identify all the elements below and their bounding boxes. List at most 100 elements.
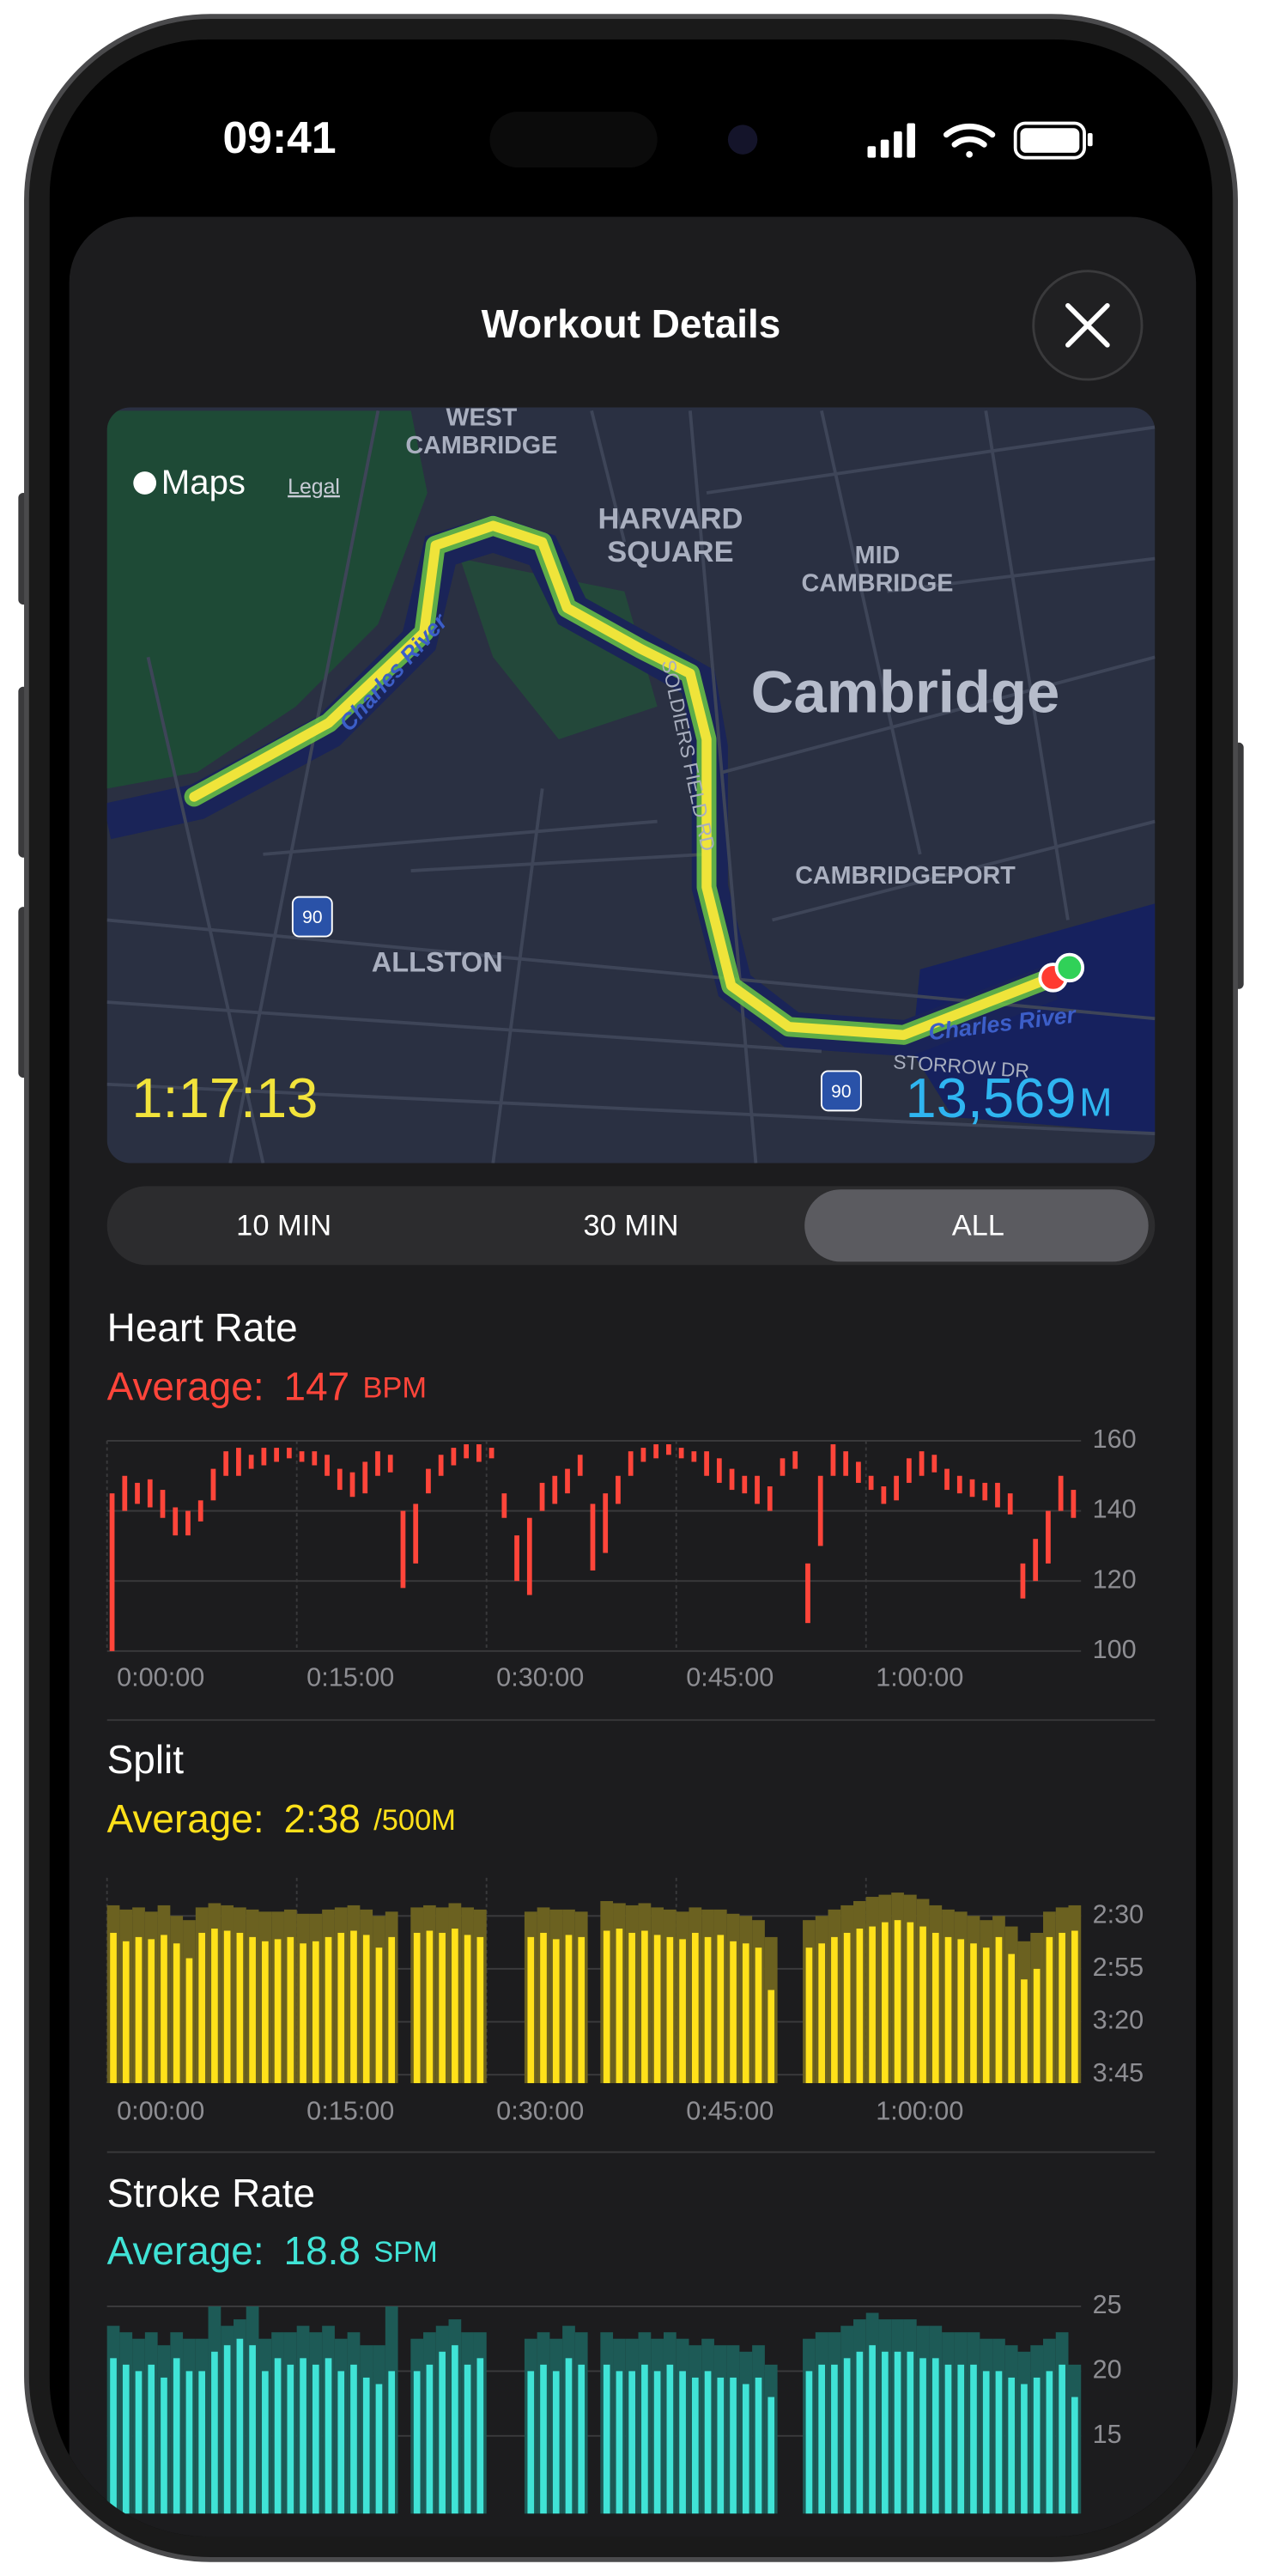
water xyxy=(912,903,1156,1134)
range-bar xyxy=(805,1563,810,1624)
range-bar xyxy=(640,1448,646,1462)
bar xyxy=(211,1929,218,2084)
chart-title: Stroke Rate xyxy=(107,2171,315,2215)
bar xyxy=(325,1936,332,2084)
bar xyxy=(982,1947,990,2084)
bar xyxy=(337,2371,345,2514)
bar xyxy=(603,2364,610,2514)
bar xyxy=(704,1936,712,2084)
y-tick-label: 140 xyxy=(1093,1495,1137,1524)
bar xyxy=(161,1935,167,2084)
bar xyxy=(882,1922,889,2084)
bar xyxy=(1021,1979,1028,2084)
chart-title: Split xyxy=(107,1737,185,1782)
bar xyxy=(931,1932,939,2084)
bar xyxy=(185,2371,193,2514)
bar xyxy=(350,2364,357,2514)
range-bar xyxy=(501,1493,507,1518)
chart-average: Average: 147 BPM xyxy=(107,1364,427,1409)
average-value: 147 xyxy=(284,1364,350,1409)
range-bar xyxy=(881,1485,887,1504)
y-tick-label: 3:20 xyxy=(1093,2006,1144,2035)
average-unit: SPM xyxy=(373,2236,438,2269)
segments: 10 MIN 30 MIN ALL xyxy=(236,1189,1149,1262)
bar xyxy=(995,2371,1003,2514)
distance-unit: M xyxy=(1079,1080,1112,1125)
segment[interactable]: ALL xyxy=(804,1189,1149,1262)
range-bar xyxy=(1046,1510,1051,1564)
bar xyxy=(249,2345,256,2514)
average-unit: BPM xyxy=(362,1372,427,1405)
park xyxy=(106,410,428,789)
range-bar xyxy=(464,1444,470,1459)
bar xyxy=(287,1936,294,2084)
bar xyxy=(540,2364,547,2514)
bar xyxy=(882,2351,889,2514)
range-bar xyxy=(742,1475,748,1494)
bar xyxy=(527,2371,535,2514)
range-bar xyxy=(539,1482,545,1511)
range-bar xyxy=(375,1451,380,1476)
range-bar xyxy=(628,1451,634,1476)
bar xyxy=(717,2377,725,2514)
bar xyxy=(464,1935,471,2084)
chart-average: Average: 18.8 SPM xyxy=(107,2228,438,2273)
bar xyxy=(565,2358,573,2514)
range-bar xyxy=(931,1455,937,1473)
bar xyxy=(704,2371,712,2514)
segment-selected xyxy=(804,1189,1149,1262)
bar xyxy=(653,2371,661,2514)
wifi-icon xyxy=(943,123,996,158)
range-bar xyxy=(729,1468,735,1491)
range-bar xyxy=(678,1448,684,1459)
bar xyxy=(1071,2397,1078,2514)
range-bar xyxy=(109,1493,115,1651)
x-tick-label: 0:45:00 xyxy=(686,2097,774,2126)
bar xyxy=(768,1990,775,2084)
bar xyxy=(931,2358,939,2514)
chart: Stroke Rate Average: 18.8 SPM 15 20 25 xyxy=(106,2171,1122,2514)
bar xyxy=(894,2351,901,2514)
bar xyxy=(944,1936,952,2084)
signal-icon xyxy=(867,123,915,158)
brand-logo xyxy=(133,471,157,495)
bar xyxy=(148,2364,155,2514)
bar xyxy=(249,1936,256,2084)
bar xyxy=(1008,1953,1016,2084)
y-tick-label: 160 xyxy=(1093,1425,1137,1454)
x-tick-label: 1:00:00 xyxy=(876,1662,963,1692)
bar xyxy=(894,1920,901,2084)
bar xyxy=(666,1936,674,2084)
bar xyxy=(413,1932,421,2084)
range-bar xyxy=(274,1448,279,1462)
bar xyxy=(970,1943,977,2084)
bar xyxy=(565,1935,573,2084)
duration: 1:17:13 xyxy=(131,1066,318,1129)
place-label: HARVARD xyxy=(598,503,743,536)
bar xyxy=(717,1935,725,2084)
bar xyxy=(755,2377,762,2514)
bar xyxy=(995,1936,1003,2084)
highway-shield xyxy=(820,1070,862,1112)
segment-label: ALL xyxy=(952,1209,1004,1242)
range-bar xyxy=(325,1455,330,1476)
start-point xyxy=(1054,952,1085,983)
bar xyxy=(173,2358,180,2514)
y-tick-label: 2:30 xyxy=(1093,1899,1144,1929)
bar xyxy=(578,2364,585,2514)
bar xyxy=(185,1958,193,2084)
battery-icon xyxy=(1013,121,1086,160)
status-time: 09:41 xyxy=(223,112,337,162)
bar xyxy=(641,2364,648,2514)
bar xyxy=(805,1947,813,2084)
bar xyxy=(262,2371,269,2514)
segment[interactable]: 10 MIN xyxy=(236,1209,331,1242)
bar xyxy=(957,1939,965,2084)
bar xyxy=(337,1932,345,2084)
place-label: ALLSTON xyxy=(372,947,503,978)
segment[interactable]: 30 MIN xyxy=(584,1209,679,1242)
bar xyxy=(274,1939,282,2084)
close-button[interactable] xyxy=(1032,270,1144,381)
bar xyxy=(110,1932,117,2084)
